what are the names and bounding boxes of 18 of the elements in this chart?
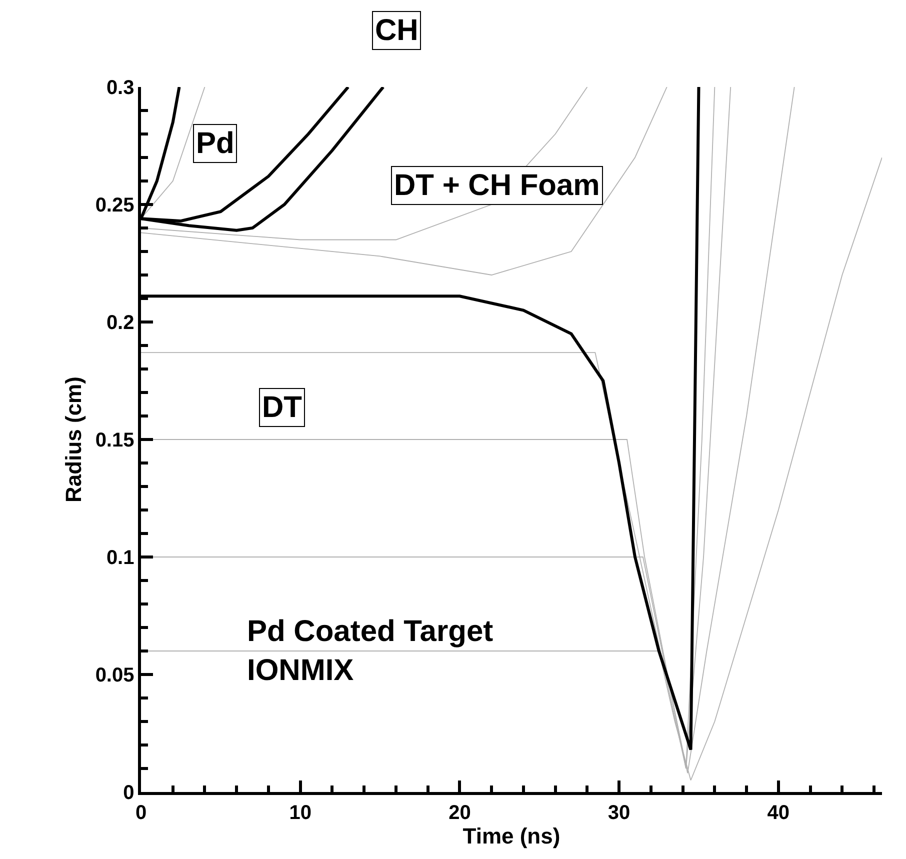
y-axis-title: Radius (cm) <box>61 376 86 502</box>
x-tick-label: 20 <box>448 802 471 824</box>
annotation: Pd Coated Target IONMIX <box>247 615 494 687</box>
annotation: Pd <box>196 127 234 160</box>
y-tick-label: 0.05 <box>95 664 134 686</box>
annotation: DT <box>262 391 302 424</box>
text: CH <box>375 14 418 47</box>
y-tick-label: 0.3 <box>106 77 134 99</box>
y-tick-label: 0.2 <box>106 312 134 334</box>
x-axis-title: Time (ns) <box>462 824 560 849</box>
y-tick-label: 0.1 <box>106 547 134 569</box>
x-tick-label: 30 <box>608 802 630 824</box>
y-tick-label: 0.25 <box>95 194 134 216</box>
y-tick-label: 0.15 <box>95 430 134 452</box>
y-tick-label: 0 <box>123 782 134 804</box>
x-tick-label: 40 <box>767 802 790 824</box>
x-tick-label: 10 <box>289 802 312 824</box>
annotation: DT + CH Foam <box>394 169 600 202</box>
